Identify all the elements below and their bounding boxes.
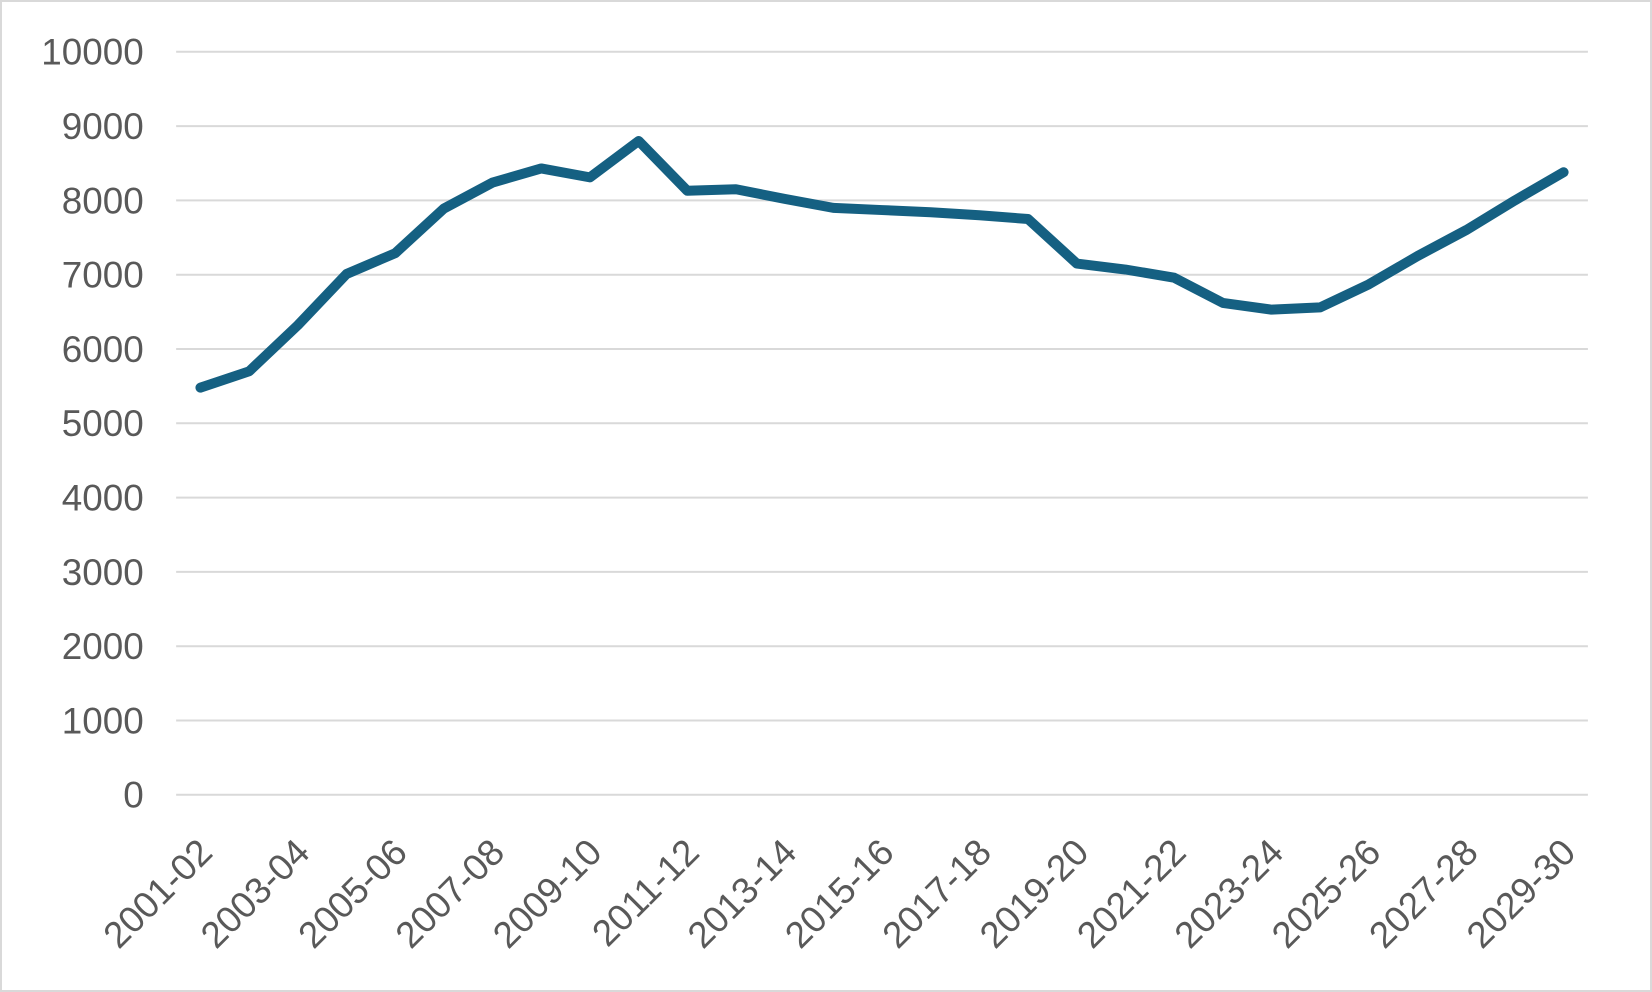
x-axis-tick-label: 2001-02 xyxy=(95,831,220,956)
y-axis-tick-label: 9000 xyxy=(62,106,144,147)
x-axis-tick-label: 2021-22 xyxy=(1069,831,1194,956)
x-axis-tick-label: 2019-20 xyxy=(972,831,1097,956)
x-axis-tick-label: 2025-26 xyxy=(1264,831,1389,956)
y-axis-tick-label: 5000 xyxy=(62,403,144,444)
gridlines-layer xyxy=(176,50,1588,796)
y-axis-labels: 0 1000 2000 3000 4000 5000 6000 7000 8000 9000 100… xyxy=(41,32,143,816)
data-line-series xyxy=(195,135,1569,393)
x-axis-tick-label: 2027-28 xyxy=(1361,831,1486,956)
x-axis-tick-label: 2009-10 xyxy=(485,831,610,956)
y-axis-tick-label: 7000 xyxy=(62,255,144,296)
x-axis-tick-label: 2013-14 xyxy=(680,831,805,956)
y-axis-tick-label: 10000 xyxy=(41,32,143,73)
x-axis-tick-label: 2029-30 xyxy=(1459,831,1584,956)
y-axis-tick-label: 8000 xyxy=(62,180,144,221)
y-axis-tick-label: 4000 xyxy=(62,478,144,519)
x-axis-labels: 2001-022003-042005-062007-082009-102011-… xyxy=(95,831,1583,956)
y-axis-tick-label: 2000 xyxy=(62,626,144,667)
x-axis-tick-label: 2017-18 xyxy=(874,831,999,956)
y-axis-tick-label: 0 xyxy=(123,775,144,816)
y-axis-tick-label: 6000 xyxy=(62,329,144,370)
series-layer xyxy=(195,135,1569,393)
x-axis-tick-label: 2015-16 xyxy=(777,831,902,956)
y-axis-tick-label: 3000 xyxy=(62,552,144,593)
x-axis-tick-label: 2023-24 xyxy=(1166,831,1291,956)
x-axis-tick-label: 2007-08 xyxy=(388,831,513,956)
y-axis-tick-label: 1000 xyxy=(62,700,144,741)
x-axis-tick-label: 2003-04 xyxy=(193,831,318,956)
x-axis-tick-label: 2005-06 xyxy=(290,831,415,956)
